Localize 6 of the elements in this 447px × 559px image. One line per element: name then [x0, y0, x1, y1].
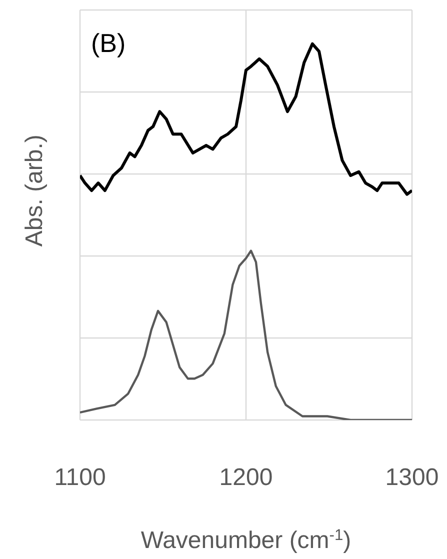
x-tick-label: 1100 [54, 464, 106, 492]
annotation: (B) [91, 28, 126, 59]
x-axis-title: Wavenumber (cm$^{-1}$) [140, 526, 352, 554]
x-tick-label: 1200 [219, 464, 273, 492]
y-title: Abs. (arb.) [8, 8, 68, 408]
x-tick-label: 1300 [385, 464, 439, 492]
